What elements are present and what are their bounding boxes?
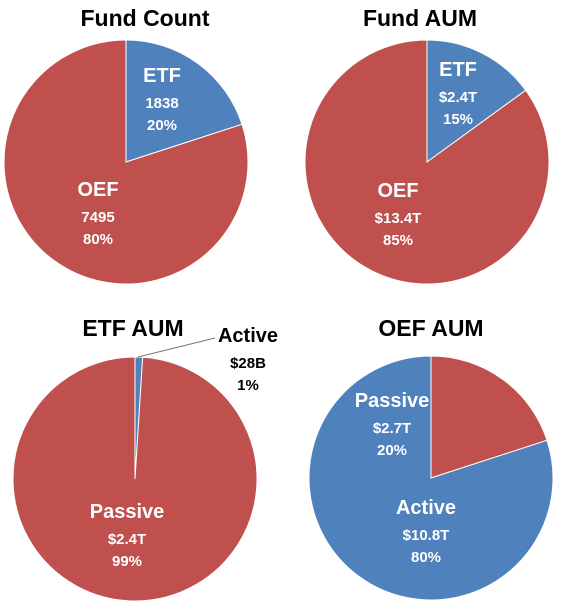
data-label-fund-aum-etf-name: ETF [439,59,477,81]
leader-line-etf-aum-active [137,337,216,358]
data-label-fund-aum-etf-value: $2.4T [439,89,477,106]
data-label-etf-aum-passive-percent: 99% [112,553,142,570]
data-label-etf-aum-passive-value: $2.4T [108,531,146,548]
pie-fund-aum: ETF $2.4T 15% OEF $13.4T 85% [304,39,550,285]
pie-fund-count: ETF 1838 20% OEF 7495 80% [3,39,249,285]
pie-oef-aum: Passive $2.7T 20% Active $10.8T 80% [308,355,554,601]
data-label-oef-aum-passive-value: $2.7T [373,420,411,437]
data-label-etf-aum-active-name: Active [218,325,278,347]
data-label-fund-count-oef-name: OEF [77,179,118,201]
data-label-oef-aum-active-value: $10.8T [403,527,450,544]
data-label-fund-aum-etf-percent: 15% [443,111,473,128]
data-label-fund-aum-oef-value: $13.4T [375,210,422,227]
data-label-etf-aum-passive-name: Passive [90,501,165,523]
data-label-oef-aum-passive-name: Passive [355,390,430,412]
data-label-fund-count-etf-name: ETF [143,65,181,87]
chart-title-fund-count: Fund Count [80,5,209,31]
data-label-fund-count-oef-value: 7495 [81,209,114,226]
data-label-fund-aum-oef-name: OEF [377,180,418,202]
data-label-etf-aum-active-value: $28B [230,355,266,372]
data-label-fund-count-oef-percent: 80% [83,231,113,248]
data-label-oef-aum-active-name: Active [396,497,456,519]
data-label-oef-aum-active-percent: 80% [411,549,441,566]
pie-slice-oef-aum-active [308,355,554,601]
pie-slice-fund-aum-oef [304,39,550,285]
chart-title-fund-aum: Fund AUM [363,5,477,31]
data-label-etf-aum-active-percent: 1% [237,377,259,394]
pie-etf-aum: Active $28B 1% Passive $2.4T 99% [12,325,278,602]
pie-slice-fund-count-etf [125,39,243,163]
data-label-fund-count-etf-percent: 20% [147,117,177,134]
data-label-fund-aum-oef-percent: 85% [383,232,413,249]
chart-title-etf-aum: ETF AUM [82,315,183,341]
pie-slice-fund-count-oef [3,39,249,285]
data-label-fund-count-etf-value: 1838 [145,95,178,112]
pie-slice-fund-aum-etf [426,39,527,163]
chart-title-oef-aum: OEF AUM [378,315,483,341]
pie-slice-oef-aum-passive [430,355,548,479]
pie-slice-etf-aum-passive [12,356,258,602]
data-label-oef-aum-passive-percent: 20% [377,442,407,459]
